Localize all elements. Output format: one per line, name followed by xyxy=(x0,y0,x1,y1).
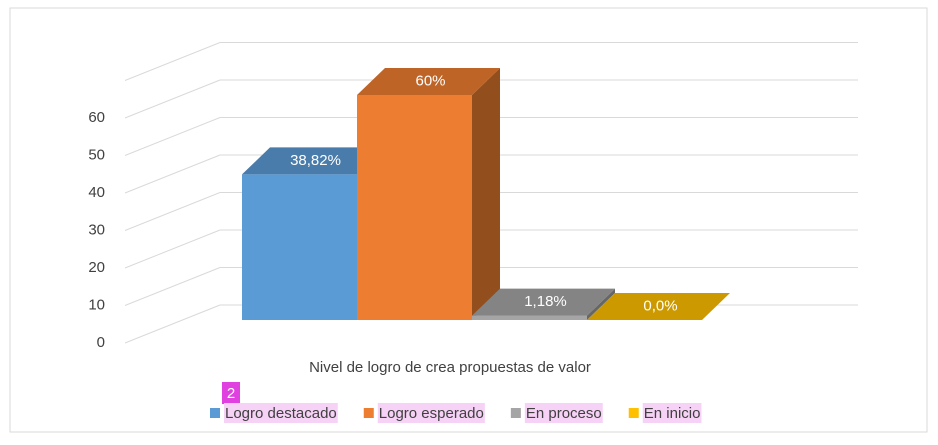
legend-highlight xyxy=(224,403,338,423)
legend-label: Logro destacado xyxy=(225,405,337,422)
grid-line xyxy=(124,192,221,231)
data-label: 38,82% xyxy=(290,152,341,169)
annotation-badge xyxy=(222,382,240,404)
wall-edge xyxy=(124,42,221,81)
bar-top xyxy=(472,288,615,316)
legend-swatch xyxy=(363,408,374,418)
bar-top xyxy=(357,68,500,95)
grid-line xyxy=(124,79,221,119)
bar-top xyxy=(242,147,385,175)
grid-line xyxy=(124,267,221,306)
grid-line xyxy=(124,229,221,269)
annotation: 2 xyxy=(227,385,235,402)
legend-highlight xyxy=(642,403,702,423)
legend-label: En proceso xyxy=(526,405,602,422)
data-label: 60% xyxy=(415,72,445,89)
y-tick-label: 50 xyxy=(88,146,105,163)
legend-label: Logro esperado xyxy=(379,405,484,422)
bar xyxy=(242,174,357,320)
data-label: 1,18% xyxy=(524,293,567,310)
bar-top xyxy=(587,293,730,320)
legend-swatch xyxy=(510,408,521,418)
bar-side xyxy=(587,288,615,320)
y-tick-label: 10 xyxy=(88,296,105,313)
legend-highlight xyxy=(377,403,485,423)
y-tick-label: 60 xyxy=(88,109,105,126)
bar xyxy=(357,95,472,320)
bar xyxy=(472,315,587,320)
legend-label: En inicio xyxy=(644,405,701,422)
legend-highlight xyxy=(524,403,603,423)
legend-swatch xyxy=(210,408,220,418)
y-tick-label: 30 xyxy=(88,221,105,238)
bar-side xyxy=(472,68,500,320)
grid-line xyxy=(124,154,221,194)
y-tick-label: 0 xyxy=(97,334,105,351)
x-axis-label: Nivel de logro de crea propuestas de val… xyxy=(309,359,591,376)
grid-line xyxy=(124,117,221,156)
y-tick-label: 40 xyxy=(88,184,105,201)
data-label: 0,0% xyxy=(643,297,677,314)
legend-swatch xyxy=(628,408,639,418)
y-tick-label: 20 xyxy=(88,259,105,276)
grid-line xyxy=(124,304,221,344)
